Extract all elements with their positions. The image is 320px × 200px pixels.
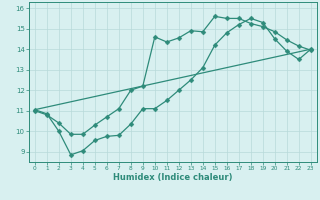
- X-axis label: Humidex (Indice chaleur): Humidex (Indice chaleur): [113, 173, 233, 182]
